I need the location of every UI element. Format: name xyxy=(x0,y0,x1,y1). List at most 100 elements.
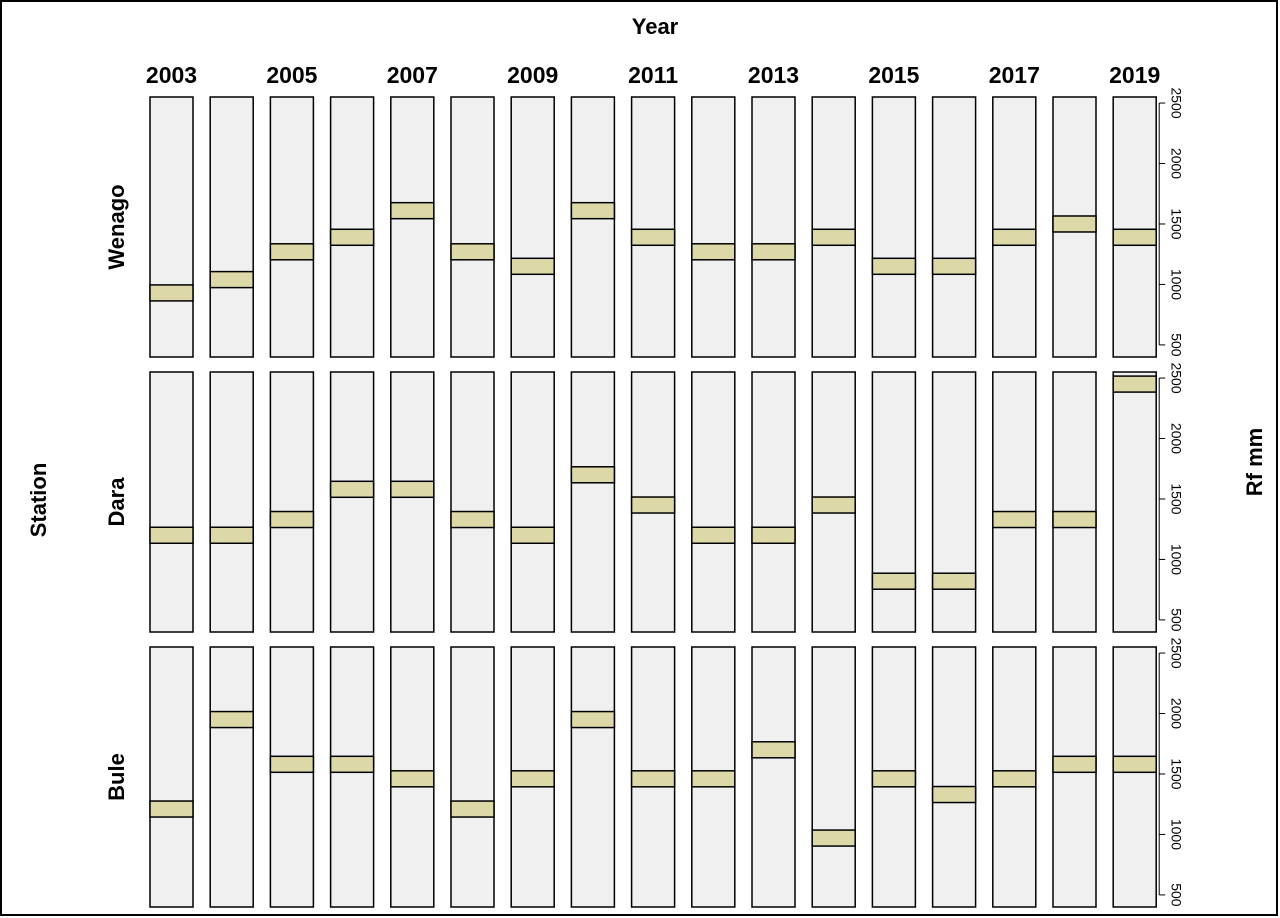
x-tick-label: 2009 xyxy=(507,62,558,88)
panel xyxy=(149,371,194,633)
tile xyxy=(630,228,676,247)
tile xyxy=(630,496,676,514)
panel xyxy=(691,371,736,633)
x-tick-label: 2003 xyxy=(146,62,197,88)
panel xyxy=(390,371,435,633)
tile xyxy=(871,770,917,788)
y-tick-label: 2000 xyxy=(1168,148,1184,179)
tile xyxy=(209,526,254,545)
panel xyxy=(992,371,1037,633)
tile xyxy=(209,270,254,289)
x-tick-label: 2019 xyxy=(1109,62,1160,88)
tile xyxy=(510,257,555,276)
tile xyxy=(691,526,736,545)
y-tick-label: 500 xyxy=(1168,883,1184,907)
y-tick-label: 2500 xyxy=(1168,637,1184,668)
tile xyxy=(1112,755,1157,774)
row-label: Wenago xyxy=(104,184,129,269)
y-tick-label: 2000 xyxy=(1168,698,1184,729)
tile xyxy=(811,228,856,247)
tile xyxy=(992,510,1037,529)
panel xyxy=(269,371,315,633)
tile xyxy=(1052,510,1097,529)
panel xyxy=(1112,96,1157,358)
tile xyxy=(269,510,315,529)
panel xyxy=(811,646,856,908)
y-tick-label: 2500 xyxy=(1168,362,1184,393)
tile xyxy=(751,243,796,261)
panel xyxy=(751,646,796,908)
panel xyxy=(450,371,495,633)
x-tick-label: 2013 xyxy=(748,62,799,88)
y-tick-label: 1000 xyxy=(1168,819,1184,850)
tile xyxy=(871,257,917,276)
panel xyxy=(390,96,435,358)
x-tick-label: 2007 xyxy=(387,62,438,88)
panel xyxy=(450,96,495,358)
tile xyxy=(1052,215,1097,233)
row-label: Bule xyxy=(104,753,129,801)
tile xyxy=(390,201,435,220)
tile xyxy=(931,257,977,276)
y-tick-label: 1500 xyxy=(1168,208,1184,239)
tile xyxy=(450,800,495,818)
panel xyxy=(1112,371,1157,633)
tile xyxy=(1112,228,1157,247)
tile xyxy=(570,710,616,729)
panel xyxy=(570,371,616,633)
tile xyxy=(209,710,254,729)
tile xyxy=(1052,755,1097,774)
tile xyxy=(149,800,194,818)
y-tick-label: 2000 xyxy=(1168,423,1184,454)
panel xyxy=(329,96,375,358)
tile xyxy=(992,228,1037,247)
panel xyxy=(329,646,375,908)
y-tick-label: 2500 xyxy=(1168,87,1184,118)
tile xyxy=(570,466,616,484)
panel xyxy=(510,371,555,633)
panel xyxy=(269,96,315,358)
tile xyxy=(1112,375,1157,393)
tile xyxy=(149,526,194,545)
y-tick-label: 1500 xyxy=(1168,758,1184,789)
panel xyxy=(209,646,254,908)
tile xyxy=(269,243,315,261)
panel xyxy=(630,96,676,358)
x-tick-label: 2005 xyxy=(266,62,317,88)
tile xyxy=(630,770,676,788)
tile xyxy=(450,243,495,261)
x-tick-label: 2011 xyxy=(628,62,678,88)
tile xyxy=(390,770,435,788)
panel xyxy=(149,646,194,908)
tile xyxy=(691,243,736,261)
y-tick-label: 500 xyxy=(1168,608,1184,632)
tile xyxy=(329,755,375,774)
panel xyxy=(149,96,194,358)
tile xyxy=(691,770,736,788)
tile xyxy=(992,770,1037,788)
panel xyxy=(450,646,495,908)
panel xyxy=(1052,646,1097,908)
panel xyxy=(1052,371,1097,633)
tile xyxy=(149,284,194,302)
tile xyxy=(510,770,555,788)
tile xyxy=(390,480,435,499)
tile xyxy=(811,496,856,514)
tile xyxy=(329,228,375,247)
panel xyxy=(209,96,254,358)
x-tick-label: 2017 xyxy=(989,62,1040,88)
panel xyxy=(751,96,796,358)
panel xyxy=(570,646,616,908)
tile xyxy=(510,526,555,545)
y-tick-label: 1000 xyxy=(1168,544,1184,575)
panel xyxy=(751,371,796,633)
panel xyxy=(931,371,977,633)
tile xyxy=(931,572,977,590)
row-label: Dara xyxy=(104,477,129,527)
x-axis-title: Year xyxy=(632,14,679,39)
tile xyxy=(871,572,917,590)
tile xyxy=(329,480,375,499)
panel xyxy=(931,646,977,908)
y-tick-label: 500 xyxy=(1168,333,1184,357)
